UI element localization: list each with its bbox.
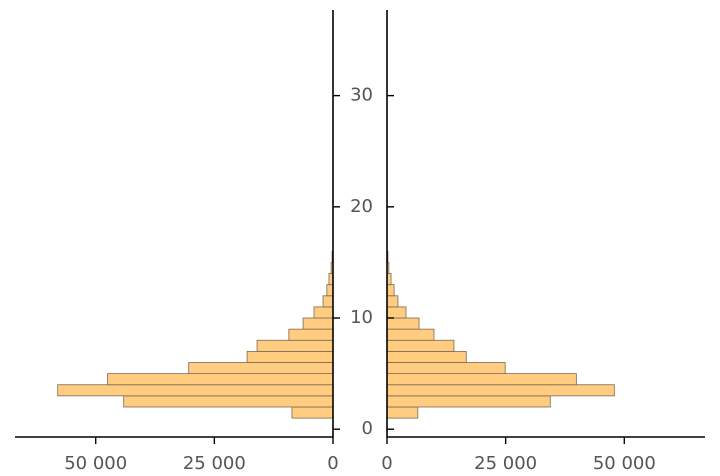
bar <box>386 295 399 308</box>
bar <box>291 406 334 419</box>
y-tick-label: 0 <box>362 418 373 439</box>
bar <box>107 373 334 386</box>
bar <box>386 306 407 319</box>
bar <box>386 284 395 297</box>
bar <box>386 317 420 330</box>
bar <box>302 317 334 330</box>
x-tick-label: 0 <box>381 453 392 474</box>
bar <box>188 362 334 375</box>
x-tick-label: 0 <box>327 453 338 474</box>
bar <box>386 373 577 386</box>
bar <box>288 328 334 341</box>
bar <box>326 284 334 297</box>
bar <box>313 306 334 319</box>
x-tick-label: 25 000 <box>183 453 246 474</box>
bar <box>123 395 334 408</box>
x-tick-label: 50 000 <box>64 453 127 474</box>
bar <box>386 328 435 341</box>
bar <box>386 339 455 352</box>
bar <box>256 339 334 352</box>
x-tick-label: 25 000 <box>474 453 537 474</box>
bar <box>386 362 506 375</box>
bar <box>386 406 419 419</box>
bar <box>386 384 615 397</box>
y-tick-label: 20 <box>350 196 373 217</box>
bar <box>386 395 551 408</box>
bar <box>322 295 334 308</box>
y-tick-label: 10 <box>350 307 373 328</box>
bar <box>57 384 334 397</box>
y-tick-label: 30 <box>350 85 373 106</box>
bar <box>386 350 467 363</box>
bar <box>246 350 334 363</box>
x-tick-label: 50 000 <box>593 453 656 474</box>
